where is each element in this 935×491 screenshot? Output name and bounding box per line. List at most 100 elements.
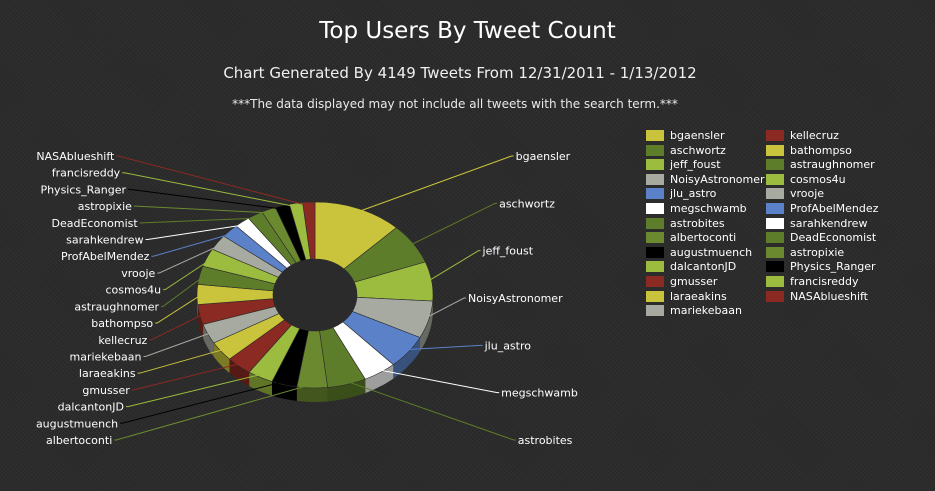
leader-line-aschwortz xyxy=(409,202,498,247)
legend-label: NoisyAstronomer xyxy=(670,172,765,186)
slice-label-ProfAbelMendez: ProfAbelMendez xyxy=(61,250,150,263)
legend-swatch xyxy=(646,159,664,171)
legend-label: augustmuench xyxy=(670,245,753,259)
slice-label-gmusser: gmusser xyxy=(82,384,130,397)
legend-swatch xyxy=(646,203,664,214)
legend-label: DeadEconomist xyxy=(790,231,877,245)
legend-swatch xyxy=(646,130,664,141)
leader-line-NoisyAstronomer xyxy=(423,297,467,320)
slice-label-francisreddy: francisreddy xyxy=(52,167,121,180)
legend-swatch xyxy=(646,305,664,317)
slice-label-NASAblueshift: NASAblueshift xyxy=(36,150,115,163)
legend-swatch xyxy=(646,246,664,258)
slice-label-aschwortz: aschwortz xyxy=(499,197,555,210)
leader-line-francisreddy xyxy=(122,172,297,208)
slice-label-NoisyAstronomer: NoisyAstronomer xyxy=(468,292,563,305)
legend-swatch xyxy=(646,144,664,156)
legend-label: jlu_astro xyxy=(670,187,717,201)
leader-line-cosmos4u xyxy=(163,258,212,291)
legend-swatch xyxy=(766,261,784,273)
legend-label: astropixie xyxy=(790,245,845,259)
legend-swatch xyxy=(766,232,784,244)
chart-title: Top Users By Tweet Count xyxy=(319,18,616,44)
slice-label-astrobites: astrobites xyxy=(518,434,573,447)
slice-label-astraughnomer: astraughnomer xyxy=(74,300,159,313)
legend-swatch xyxy=(646,290,664,302)
legend-label: mariekebaan xyxy=(670,304,742,318)
slice-label-bgaensler: bgaensler xyxy=(516,150,571,163)
legend-label: aschwortz xyxy=(670,143,726,157)
slice-label-dalcantonJD: dalcantonJD xyxy=(58,401,124,414)
slice-label-sarahkendrew: sarahkendrew xyxy=(66,234,143,247)
legend-label: bgaensler xyxy=(670,129,725,142)
legend-label: megschwamb xyxy=(670,202,747,215)
chart-legend: bgaensler aschwortz jeff_foust NoisyAstrono… xyxy=(646,128,886,317)
slice-label-laraeakins: laraeakins xyxy=(79,367,136,380)
leader-line-mariekebaan xyxy=(143,331,213,357)
legend-label: dalcantonJD xyxy=(670,260,737,274)
slice-side-mariekebaan xyxy=(203,324,214,357)
slice-label-astropixie: astropixie xyxy=(78,200,132,213)
slice-label-bathompso: bathompso xyxy=(91,317,153,330)
leader-line-kellecruz xyxy=(149,313,205,341)
leader-line-megschwamb xyxy=(377,369,500,394)
legend-swatch xyxy=(646,188,664,200)
leader-line-gmusser xyxy=(131,362,243,391)
legend-label: ProfAbelMendez xyxy=(790,202,879,215)
legend-swatch xyxy=(646,217,664,229)
legend-swatch xyxy=(766,130,784,141)
slice-side-laraeakins xyxy=(213,342,230,374)
legend-label: jeff_foust xyxy=(670,158,721,172)
leader-line-sarahkendrew xyxy=(145,224,246,241)
slice-label-jeff_foust: jeff_foust xyxy=(482,245,534,258)
slice-side-jlu_astro xyxy=(393,337,420,379)
legend-label: astraughnomer xyxy=(790,158,875,172)
leader-line-vrooje xyxy=(157,244,222,274)
slice-label-augustmuench: augustmuench xyxy=(36,417,118,430)
slice-label-mariekebaan: mariekebaan xyxy=(70,350,142,363)
legend-swatch xyxy=(766,290,784,302)
legend-swatch xyxy=(766,188,784,200)
legend-label: cosmos4u xyxy=(790,172,846,186)
leader-line-bathompso xyxy=(155,294,202,324)
slice-label-kellecruz: kellecruz xyxy=(98,334,147,347)
leader-line-ProfAbelMendez xyxy=(151,232,234,257)
donut-hole xyxy=(273,259,357,331)
legend-swatch xyxy=(766,276,784,287)
slice-side-albertoconti xyxy=(296,386,328,402)
legend-label: gmusser xyxy=(670,275,718,288)
legend-label: astrobites xyxy=(670,216,725,230)
chart-subtitle: Chart Generated By 4149 Tweets From 12/3… xyxy=(223,64,697,82)
leader-line-DeadEconomist xyxy=(139,217,258,224)
legend-label: bathompso xyxy=(790,143,852,157)
leader-line-bgaensler xyxy=(356,155,514,213)
slice-side-augustmuench xyxy=(271,381,297,401)
legend-label: laraeakins xyxy=(670,289,727,303)
leader-line-dalcantonJD xyxy=(125,373,263,408)
slice-label-DeadEconomist: DeadEconomist xyxy=(52,217,139,230)
legend-swatch xyxy=(766,217,784,229)
leader-line-Physics_Ranger xyxy=(128,188,284,210)
legend-label: NASAblueshift xyxy=(790,289,868,303)
leader-line-laraeakins xyxy=(137,348,225,374)
slice-label-jlu_astro: jlu_astro xyxy=(484,339,532,352)
legend-swatch xyxy=(646,232,664,244)
leader-line-NASAblueshift xyxy=(116,155,310,207)
legend-swatch xyxy=(646,173,664,185)
slice-side-gmusser xyxy=(229,359,250,387)
leader-line-astraughnomer xyxy=(161,275,205,307)
legend-label: francisreddy xyxy=(790,275,859,288)
leader-line-jlu_astro xyxy=(404,344,483,351)
leader-line-augustmuench xyxy=(120,380,286,424)
leader-line-jeff_foust xyxy=(426,250,481,283)
slice-label-albertoconti: albertoconti xyxy=(46,434,112,447)
legend-label: vrooje xyxy=(790,187,825,201)
legend-label: sarahkendrew xyxy=(790,216,868,230)
leader-line-albertoconti xyxy=(114,383,313,441)
slice-label-Physics_Ranger: Physics_Ranger xyxy=(40,183,126,196)
legend-swatch xyxy=(766,173,784,185)
slice-side-dalcantonJD xyxy=(249,372,272,396)
legend-swatch xyxy=(766,159,784,171)
leader-line-astropixie xyxy=(133,205,271,214)
legend-label: albertoconti xyxy=(670,231,737,245)
